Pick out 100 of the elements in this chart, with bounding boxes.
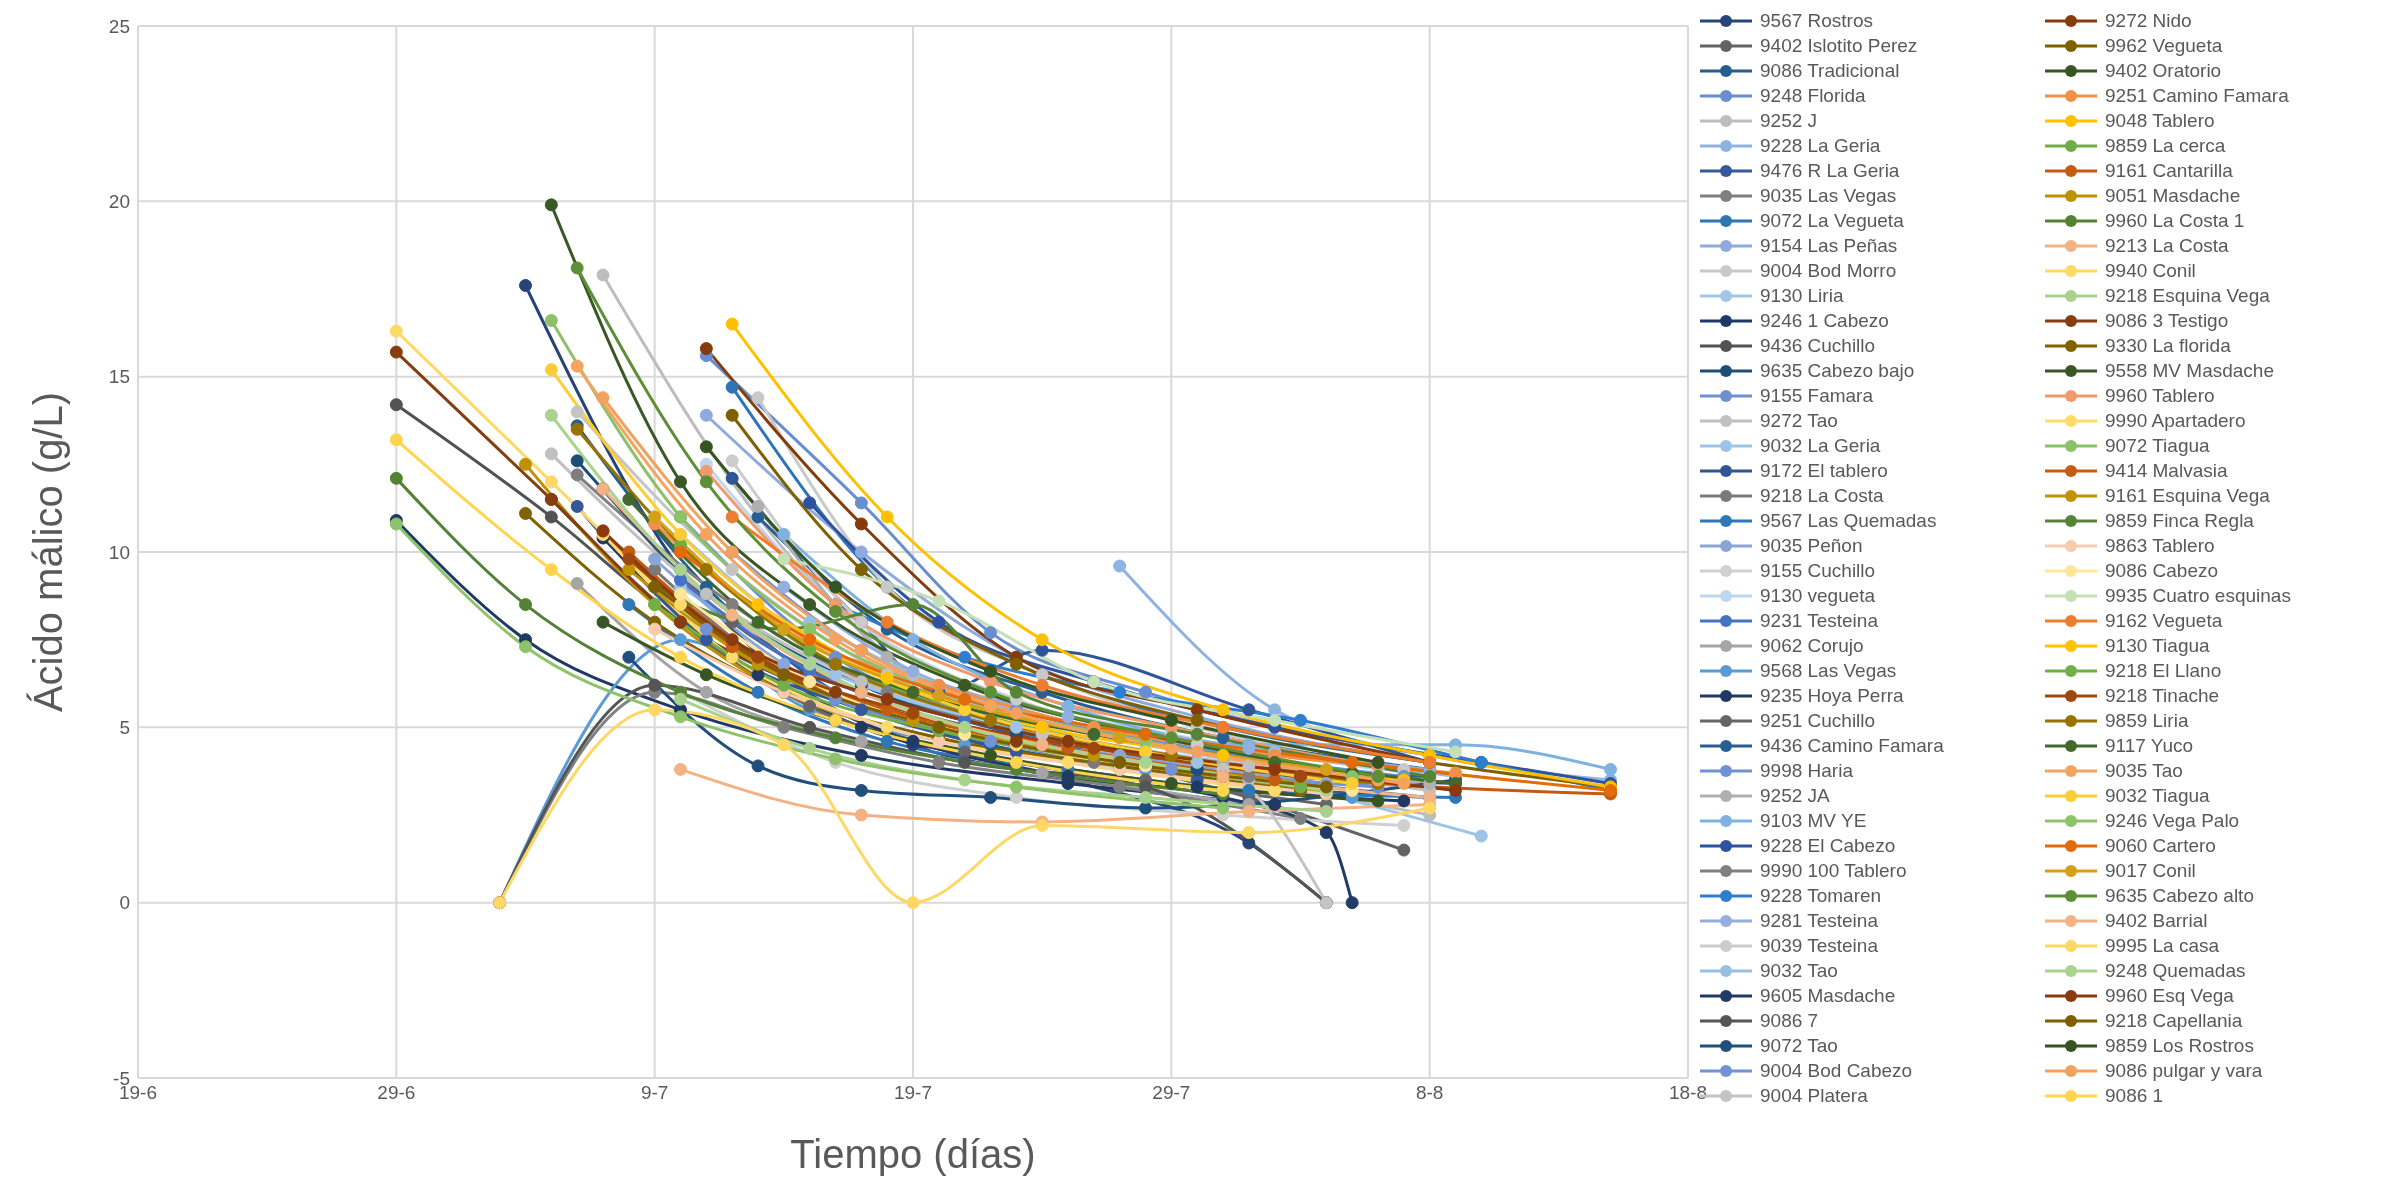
legend-label: 9962 Vegueta <box>2105 34 2223 57</box>
legend-label: 9568 Las Vegas <box>1760 659 1897 682</box>
legend-label: 9051 Masdache <box>2105 184 2241 207</box>
y-axis-title: Ácido málico (g/L) <box>26 391 71 713</box>
legend-label: 9130 Liria <box>1760 284 1844 307</box>
legend-label: 9252 JA <box>1760 784 1830 807</box>
legend-label: 9436 Camino Famara <box>1760 734 1944 757</box>
legend-label: 9004 Platera <box>1760 1084 1868 1107</box>
legend-label: 9251 Camino Famara <box>2105 84 2289 107</box>
y-tick-label: 15 <box>108 366 130 388</box>
legend-label: 9172 El tablero <box>1760 459 1888 482</box>
legend-label: 9859 Los Rostros <box>2105 1034 2254 1057</box>
legend-label: 9086 1 <box>2105 1084 2164 1107</box>
legend-label: 9161 Cantarilla <box>2105 159 2233 182</box>
legend-label: 9218 Esquina Vega <box>2105 284 2270 307</box>
legend-label: 9218 El Llano <box>2105 659 2222 682</box>
legend-label: 9246 Vega Palo <box>2105 809 2240 832</box>
legend-label: 9130 vegueta <box>1760 584 1876 607</box>
legend-label: 9990 100 Tablero <box>1760 859 1907 882</box>
y-tick-label: 5 <box>119 717 130 739</box>
legend-label: 9567 Rostros <box>1760 9 1874 32</box>
legend-label: 9635 Cabezo alto <box>2105 884 2254 907</box>
x-tick-label: 29-7 <box>1152 1082 1191 1104</box>
legend-label: 9086 7 <box>1760 1009 1819 1032</box>
legend-label: 9228 El Cabezo <box>1760 834 1896 857</box>
legend-label: 9330 La florida <box>2105 334 2231 357</box>
legend-label: 9281 Testeina <box>1760 909 1878 932</box>
x-tick-label: 29-6 <box>377 1082 416 1104</box>
legend-label: 9086 Tradicional <box>1760 59 1900 82</box>
legend-label: 9859 Liria <box>2105 709 2189 732</box>
legend-label: 9605 Masdache <box>1760 984 1896 1007</box>
legend-label: 9004 Bod Morro <box>1760 259 1897 282</box>
legend-label: 9402 Islotito Perez <box>1760 34 1918 57</box>
legend-label: 9039 Testeina <box>1760 934 1878 957</box>
legend-label: 9035 Tao <box>2105 759 2183 782</box>
legend-label: 9004 Bod Cabezo <box>1760 1059 1913 1082</box>
legend-label: 9859 La cerca <box>2105 134 2226 157</box>
y-tick-label: 20 <box>108 191 130 213</box>
legend-label: 9155 Cuchillo <box>1760 559 1876 582</box>
x-tick-label: 9-7 <box>640 1082 669 1104</box>
legend-label: 9960 Tablero <box>2105 384 2215 407</box>
legend-label: 9635 Cabezo bajo <box>1760 359 1915 382</box>
legend-label: 9103 MV YE <box>1760 809 1867 832</box>
legend-label: 9960 La Costa 1 <box>2105 209 2245 232</box>
legend-label: 9218 La Costa <box>1760 484 1884 507</box>
legend-label: 9228 Tomaren <box>1760 884 1882 907</box>
y-tick-label: 25 <box>108 15 130 37</box>
legend-label: 9402 Oratorio <box>2105 59 2222 82</box>
legend-label: 9998 Haria <box>1760 759 1853 782</box>
legend-label: 9402 Barrial <box>2105 909 2208 932</box>
legend-label: 9072 La Vegueta <box>1760 209 1904 232</box>
legend-label: 9218 Tinache <box>2105 684 2220 707</box>
legend-label: 9231 Testeina <box>1760 609 1878 632</box>
legend-label: 9161 Esquina Vega <box>2105 484 2270 507</box>
legend-label: 9246 1 Cabezo <box>1760 309 1889 332</box>
legend-label: 9863 Tablero <box>2105 534 2215 557</box>
y-tick-label: 10 <box>108 541 130 563</box>
legend-label: 9155 Famara <box>1760 384 1874 407</box>
legend-label: 9060 Cartero <box>2105 834 2216 857</box>
legend-label: 9252 J <box>1760 109 1818 132</box>
legend-label: 9251 Cuchillo <box>1760 709 1876 732</box>
legend-label: 9248 Quemadas <box>2105 959 2246 982</box>
legend-label: 9248 Florida <box>1760 84 1866 107</box>
legend-label: 9035 Peñon <box>1760 534 1863 557</box>
x-tick-label: 18-8 <box>1668 1082 1708 1104</box>
legend-label: 9558 MV Masdache <box>2105 359 2274 382</box>
legend-label: 9436 Cuchillo <box>1760 334 1876 357</box>
legend-label: 9072 Tao <box>1760 1034 1838 1057</box>
legend-label: 9272 Nido <box>2105 9 2192 32</box>
legend-label: 9960 Esq Vega <box>2105 984 2234 1007</box>
legend-label: 9213 La Costa <box>2105 234 2229 257</box>
legend-label: 9567 Las Quemadas <box>1760 509 1937 532</box>
legend-label: 9935 Cuatro esquinas <box>2105 584 2291 607</box>
legend-label: 9995 La casa <box>2105 934 2220 957</box>
x-tick-label: 19-7 <box>893 1082 933 1104</box>
legend-label: 9235 Hoya Perra <box>1760 684 1904 707</box>
legend-label: 9130 Tiagua <box>2105 634 2210 657</box>
legend-label: 9032 Tao <box>1760 959 1838 982</box>
x-axis-title: Tiempo (días) <box>790 1132 1036 1176</box>
legend-label: 9228 La Geria <box>1760 134 1881 157</box>
legend-label: 9162 Vegueta <box>2105 609 2223 632</box>
legend-label: 9062 Corujo <box>1760 634 1864 657</box>
legend-label: 9218 Capellania <box>2105 1009 2243 1032</box>
legend-label: 9035 Las Vegas <box>1760 184 1897 207</box>
legend-label: 9940 Conil <box>2105 259 2196 282</box>
legend-label: 9086 pulgar y vara <box>2105 1059 2263 1082</box>
legend-label: 9990 Apartadero <box>2105 409 2246 432</box>
x-tick-label: 8-8 <box>1415 1082 1444 1104</box>
legend-label: 9086 Cabezo <box>2105 559 2219 582</box>
legend-label: 9476 R La Geria <box>1760 159 1900 182</box>
legend-label: 9414 Malvasia <box>2105 459 2228 482</box>
legend-label: 9048 Tablero <box>2105 109 2215 132</box>
legend-label: 9859 Finca Regla <box>2105 509 2254 532</box>
legend-label: 9072 Tiagua <box>2105 434 2210 457</box>
y-tick-label: 0 <box>119 892 130 914</box>
legend-label: 9272 Tao <box>1760 409 1838 432</box>
legend-label: 9117 Yuco <box>2105 734 2194 757</box>
legend-label: 9032 Tiagua <box>2105 784 2210 807</box>
legend-label: 9086 3 Testigo <box>2105 309 2229 332</box>
legend-label: 9017 Conil <box>2105 859 2196 882</box>
